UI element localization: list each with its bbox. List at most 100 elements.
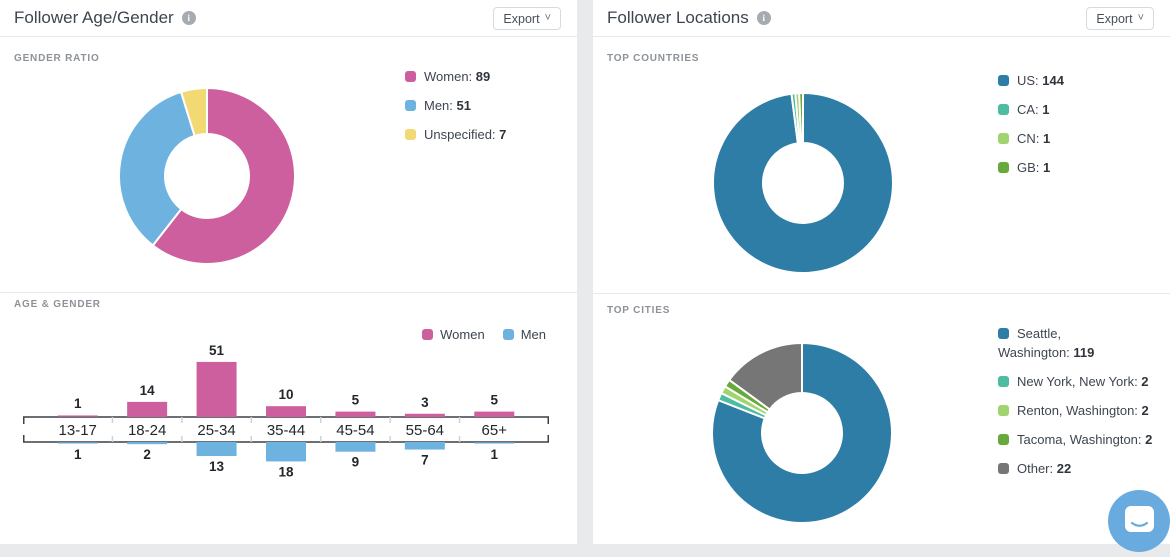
bar-men[interactable]	[196, 442, 237, 457]
legend-item: New York, New York: 2	[998, 372, 1163, 391]
legend-label: New York, New York: 2	[1017, 374, 1149, 389]
legend-swatch-icon	[998, 405, 1009, 416]
category-label: 65+	[482, 422, 508, 439]
legend-swatch-icon	[405, 129, 416, 140]
legend-value: 51	[456, 98, 471, 113]
legend-value: 2	[1145, 432, 1153, 447]
legend-swatch-icon	[422, 329, 434, 340]
legend-item: CN: 1	[998, 132, 1064, 146]
section-divider	[0, 292, 577, 293]
bar-value-label: 1	[74, 396, 82, 411]
gender-ratio-legend: Women: 89 Men: 51 Unspecified: 7	[405, 70, 506, 157]
donut-slice[interactable]	[711, 342, 893, 524]
section-label-gender-ratio: GENDER RATIO	[14, 53, 100, 64]
bar-women[interactable]	[57, 415, 98, 417]
section-label-top-countries: TOP COUNTRIES	[607, 53, 700, 64]
legend-item: Tacoma, Washington: 2	[998, 430, 1163, 449]
bar-women[interactable]	[404, 413, 445, 417]
legend-item: GB: 1	[998, 161, 1064, 175]
legend-label: Men	[520, 327, 546, 342]
legend-item: CA: 1	[998, 103, 1064, 117]
legend-item: Unspecified: 7	[405, 128, 506, 142]
legend-item: Renton, Washington: 2	[998, 401, 1163, 420]
bar-value-label: 18	[278, 464, 294, 479]
legend-label: Unspecified: 7	[424, 127, 507, 142]
export-button-label: Export	[503, 11, 540, 26]
legend-swatch-icon	[998, 75, 1009, 86]
panel-header: Follower Age/Gender i Export ˅	[0, 0, 577, 37]
bar-women[interactable]	[196, 361, 237, 417]
bar-value-label: 9	[352, 455, 360, 470]
donut-slice[interactable]	[728, 342, 803, 411]
legend-item: Men	[502, 327, 546, 342]
bar-value-label: 1	[74, 447, 82, 462]
legend-value: 1	[1043, 160, 1051, 175]
legend-swatch-icon	[998, 328, 1009, 339]
category-label: 25-34	[197, 422, 235, 439]
bar-men[interactable]	[474, 442, 515, 444]
bar-women[interactable]	[266, 406, 306, 417]
legend-item: Other: 22	[998, 459, 1163, 478]
bar-value-label: 3	[421, 395, 429, 410]
export-button[interactable]: Export ˅	[493, 7, 561, 30]
bar-value-label: 51	[209, 343, 225, 358]
bar-value-label: 5	[491, 393, 499, 408]
donut-slice[interactable]	[712, 92, 894, 274]
legend-label: GB: 1	[1017, 160, 1051, 175]
bar-men[interactable]	[335, 442, 376, 452]
info-icon[interactable]: i	[756, 11, 771, 25]
bar-value-label: 7	[421, 453, 429, 468]
bar-men[interactable]	[127, 442, 168, 445]
donut-slice[interactable]	[798, 92, 804, 145]
bar-men[interactable]	[404, 442, 445, 450]
legend-swatch-icon	[998, 104, 1009, 115]
section-divider	[593, 293, 1170, 294]
legend-value: 89	[475, 69, 491, 84]
donut-slice[interactable]	[118, 90, 196, 247]
bar-men[interactable]	[57, 442, 98, 444]
top-countries-legend: US: 144 CA: 1 CN: 1 GB: 1	[998, 74, 1064, 190]
chevron-down-icon: ˅	[1137, 12, 1144, 24]
legend-value: 22	[1056, 461, 1072, 476]
panel-follower-age-gender: Follower Age/Gender i Export ˅ GENDER RA…	[0, 0, 577, 544]
category-label: 45-54	[336, 422, 374, 439]
legend-swatch-icon	[998, 434, 1009, 445]
section-label-top-cities: TOP CITIES	[607, 305, 671, 316]
export-button[interactable]: Export ˅	[1086, 7, 1154, 30]
legend-label: Renton, Washington: 2	[1017, 403, 1149, 418]
bar-value-label: 1	[491, 447, 499, 462]
top-cities-donut-chart[interactable]	[707, 338, 897, 528]
top-cities-legend: Seattle, Washington: 119 New York, New Yo…	[998, 324, 1163, 488]
age-gender-bar-chart[interactable]: 13-17 18-24 25-34 35-44 45-54 55-64 65+1145110…	[14, 340, 563, 500]
legend-swatch-icon	[998, 133, 1009, 144]
donut-slice[interactable]	[180, 87, 208, 137]
legend-swatch-icon	[405, 71, 416, 82]
legend-label: Men: 51	[424, 98, 471, 113]
top-countries-donut-chart[interactable]	[708, 88, 898, 278]
legend-item: Women: 89	[405, 70, 506, 84]
bar-women[interactable]	[127, 401, 168, 417]
bar-women[interactable]	[474, 411, 515, 417]
bar-value-label: 10	[278, 387, 293, 402]
legend-item: US: 144	[998, 74, 1064, 88]
legend-item: Seattle, Washington: 119	[998, 324, 1163, 362]
page-title: Follower Locations	[607, 8, 749, 27]
bar-men[interactable]	[266, 442, 306, 462]
bar-women[interactable]	[335, 411, 376, 417]
legend-value: 2	[1141, 403, 1149, 418]
legend-swatch-icon	[405, 100, 416, 111]
legend-value: 2	[1141, 374, 1149, 389]
gender-ratio-donut-chart[interactable]	[112, 81, 302, 271]
chat-launcher-button[interactable]	[1108, 490, 1170, 552]
info-icon[interactable]: i	[181, 11, 196, 25]
legend-label: Other: 22	[1017, 461, 1072, 476]
bar-value-label: 14	[140, 383, 156, 398]
age-gender-legend: Women Men	[422, 327, 546, 342]
bar-value-label: 13	[209, 459, 225, 474]
page-title: Follower Age/Gender	[14, 8, 174, 27]
legend-swatch-icon	[998, 376, 1009, 387]
legend-label: Women: 89	[424, 69, 491, 84]
donut-slice[interactable]	[151, 87, 296, 265]
legend-label: CN: 1	[1017, 131, 1051, 146]
category-label: 55-64	[406, 422, 444, 439]
